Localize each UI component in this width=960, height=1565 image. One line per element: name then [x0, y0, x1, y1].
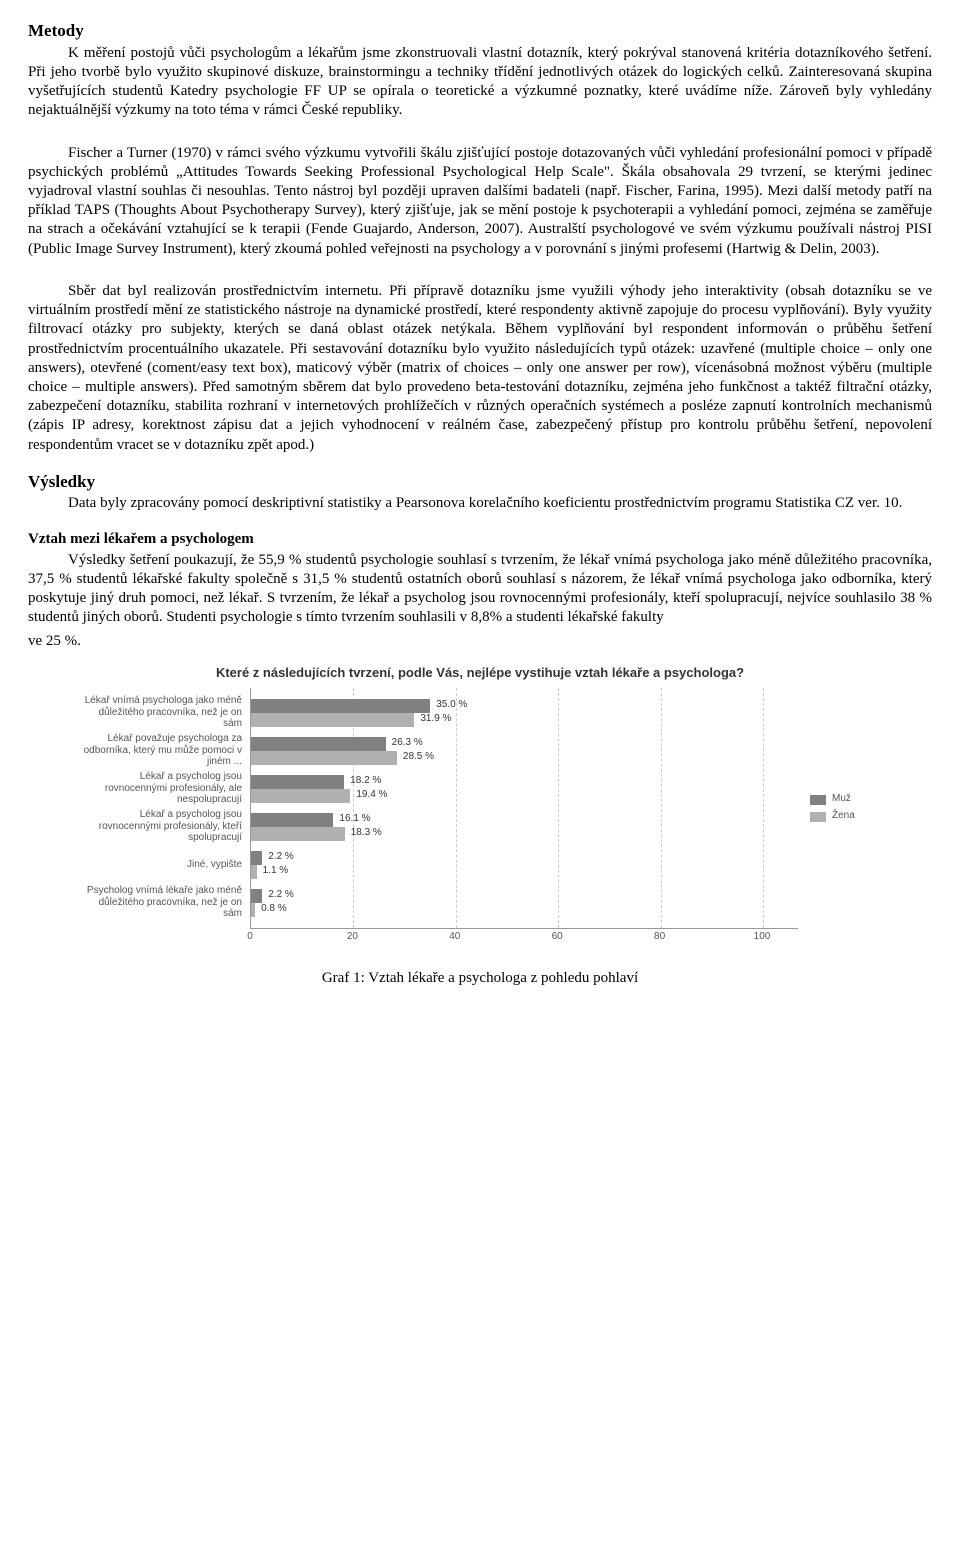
chart-bar	[251, 699, 430, 713]
chart-bar-row: 2.2 %	[251, 889, 798, 903]
chart-bar	[251, 903, 255, 917]
chart-category-label: Lékař považuje psychologa za odborníka, …	[80, 732, 250, 770]
chart-bar-value: 19.4 %	[356, 789, 387, 802]
chart-title: Které z následujících tvrzení, podle Vás…	[80, 665, 880, 682]
chart-bar-row: 16.1 %	[251, 813, 798, 827]
chart-category-label: Lékař vnímá psychologa jako méně důležit…	[80, 694, 250, 732]
chart-bar-value: 31.9 %	[420, 713, 451, 726]
chart-bar	[251, 713, 414, 727]
chart-bar-value: 35.0 %	[436, 699, 467, 712]
chart-bar-row: 0.8 %	[251, 903, 798, 917]
chart-bar	[251, 775, 344, 789]
chart-bar-group: 26.3 %28.5 %	[251, 732, 798, 770]
chart-area: Lékař vnímá psychologa jako méně důležit…	[80, 688, 880, 929]
chart-plot: 35.0 %31.9 %26.3 %28.5 %18.2 %19.4 %16.1…	[250, 688, 798, 929]
chart-bar-row: 19.4 %	[251, 789, 798, 803]
chart-legend-swatch	[810, 795, 826, 805]
chart-x-tick: 100	[754, 931, 771, 944]
chart-bar-group: 2.2 %1.1 %	[251, 846, 798, 884]
chart-category-label: Lékař a psycholog jsou rovnocennými prof…	[80, 808, 250, 846]
chart-x-tick: 60	[552, 931, 563, 944]
chart-bar-value: 18.3 %	[351, 827, 382, 840]
chart-legend: Muž Žena	[798, 688, 880, 929]
chart-category-label: Psycholog vnímá lékaře jako méně důležit…	[80, 884, 250, 922]
chart-category-label: Lékař a psycholog jsou rovnocennými prof…	[80, 770, 250, 808]
chart-bar	[251, 827, 345, 841]
chart-bar	[251, 789, 350, 803]
chart-bar-row: 26.3 %	[251, 737, 798, 751]
chart-bar-row: 28.5 %	[251, 751, 798, 765]
chart-bar-group: 18.2 %19.4 %	[251, 770, 798, 808]
chart-bar-group: 35.0 %31.9 %	[251, 694, 798, 732]
chart-bar-group: 2.2 %0.8 %	[251, 884, 798, 922]
chart-bar-value: 18.2 %	[350, 775, 381, 788]
chart-category-label: Jiné, vypište	[80, 846, 250, 884]
paragraph: ve 25 %.	[28, 632, 932, 651]
subsection-heading: Vztah mezi lékařem a psychologem	[28, 530, 932, 549]
chart-bar-value: 2.2 %	[268, 889, 294, 902]
chart-container: Které z následujících tvrzení, podle Vás…	[80, 665, 880, 988]
chart-bar	[251, 865, 257, 879]
chart-bars: 35.0 %31.9 %26.3 %28.5 %18.2 %19.4 %16.1…	[251, 694, 798, 922]
chart-x-tick: 40	[449, 931, 460, 944]
paragraph: Fischer a Turner (1970) v rámci svého vý…	[28, 144, 932, 259]
chart-bar-value: 16.1 %	[339, 813, 370, 826]
chart-legend-item: Žena	[810, 810, 880, 823]
chart-bar-value: 1.1 %	[263, 865, 289, 878]
chart-x-axis: 020406080100	[250, 929, 762, 947]
chart-bar-row: 1.1 %	[251, 865, 798, 879]
chart-bar-row: 18.3 %	[251, 827, 798, 841]
chart-bar-value: 26.3 %	[392, 737, 423, 750]
paragraph: K měření postojů vůči psychologům a léka…	[28, 44, 932, 121]
chart-caption: Graf 1: Vztah lékaře a psychologa z pohl…	[80, 969, 880, 988]
chart-x-tick: 80	[654, 931, 665, 944]
paragraph: Výsledky šetření poukazují, že 55,9 % st…	[28, 551, 932, 628]
chart-legend-item: Muž	[810, 793, 880, 806]
chart-bar	[251, 813, 333, 827]
chart-legend-label: Žena	[832, 810, 855, 823]
chart-bar-row: 31.9 %	[251, 713, 798, 727]
chart-legend-label: Muž	[832, 793, 851, 806]
chart-x-tick: 0	[247, 931, 253, 944]
section-heading-metody: Metody	[28, 20, 932, 42]
chart-bar-row: 35.0 %	[251, 699, 798, 713]
paragraph: Sběr dat byl realizován prostřednictvím …	[28, 282, 932, 455]
section-heading-vysledky: Výsledky	[28, 471, 932, 493]
chart-bar-value: 0.8 %	[261, 903, 287, 916]
chart-y-labels: Lékař vnímá psychologa jako méně důležit…	[80, 688, 250, 929]
chart-bar	[251, 889, 262, 903]
chart-x-tick: 20	[347, 931, 358, 944]
chart-bar-row: 18.2 %	[251, 775, 798, 789]
chart-bar-group: 16.1 %18.3 %	[251, 808, 798, 846]
chart-bar	[251, 737, 386, 751]
chart-bar	[251, 751, 397, 765]
paragraph: Data byly zpracovány pomocí deskriptivní…	[28, 494, 932, 513]
chart-bar	[251, 851, 262, 865]
chart-legend-swatch	[810, 812, 826, 822]
chart-bar-value: 2.2 %	[268, 851, 294, 864]
chart-bar-row: 2.2 %	[251, 851, 798, 865]
chart-bar-value: 28.5 %	[403, 751, 434, 764]
